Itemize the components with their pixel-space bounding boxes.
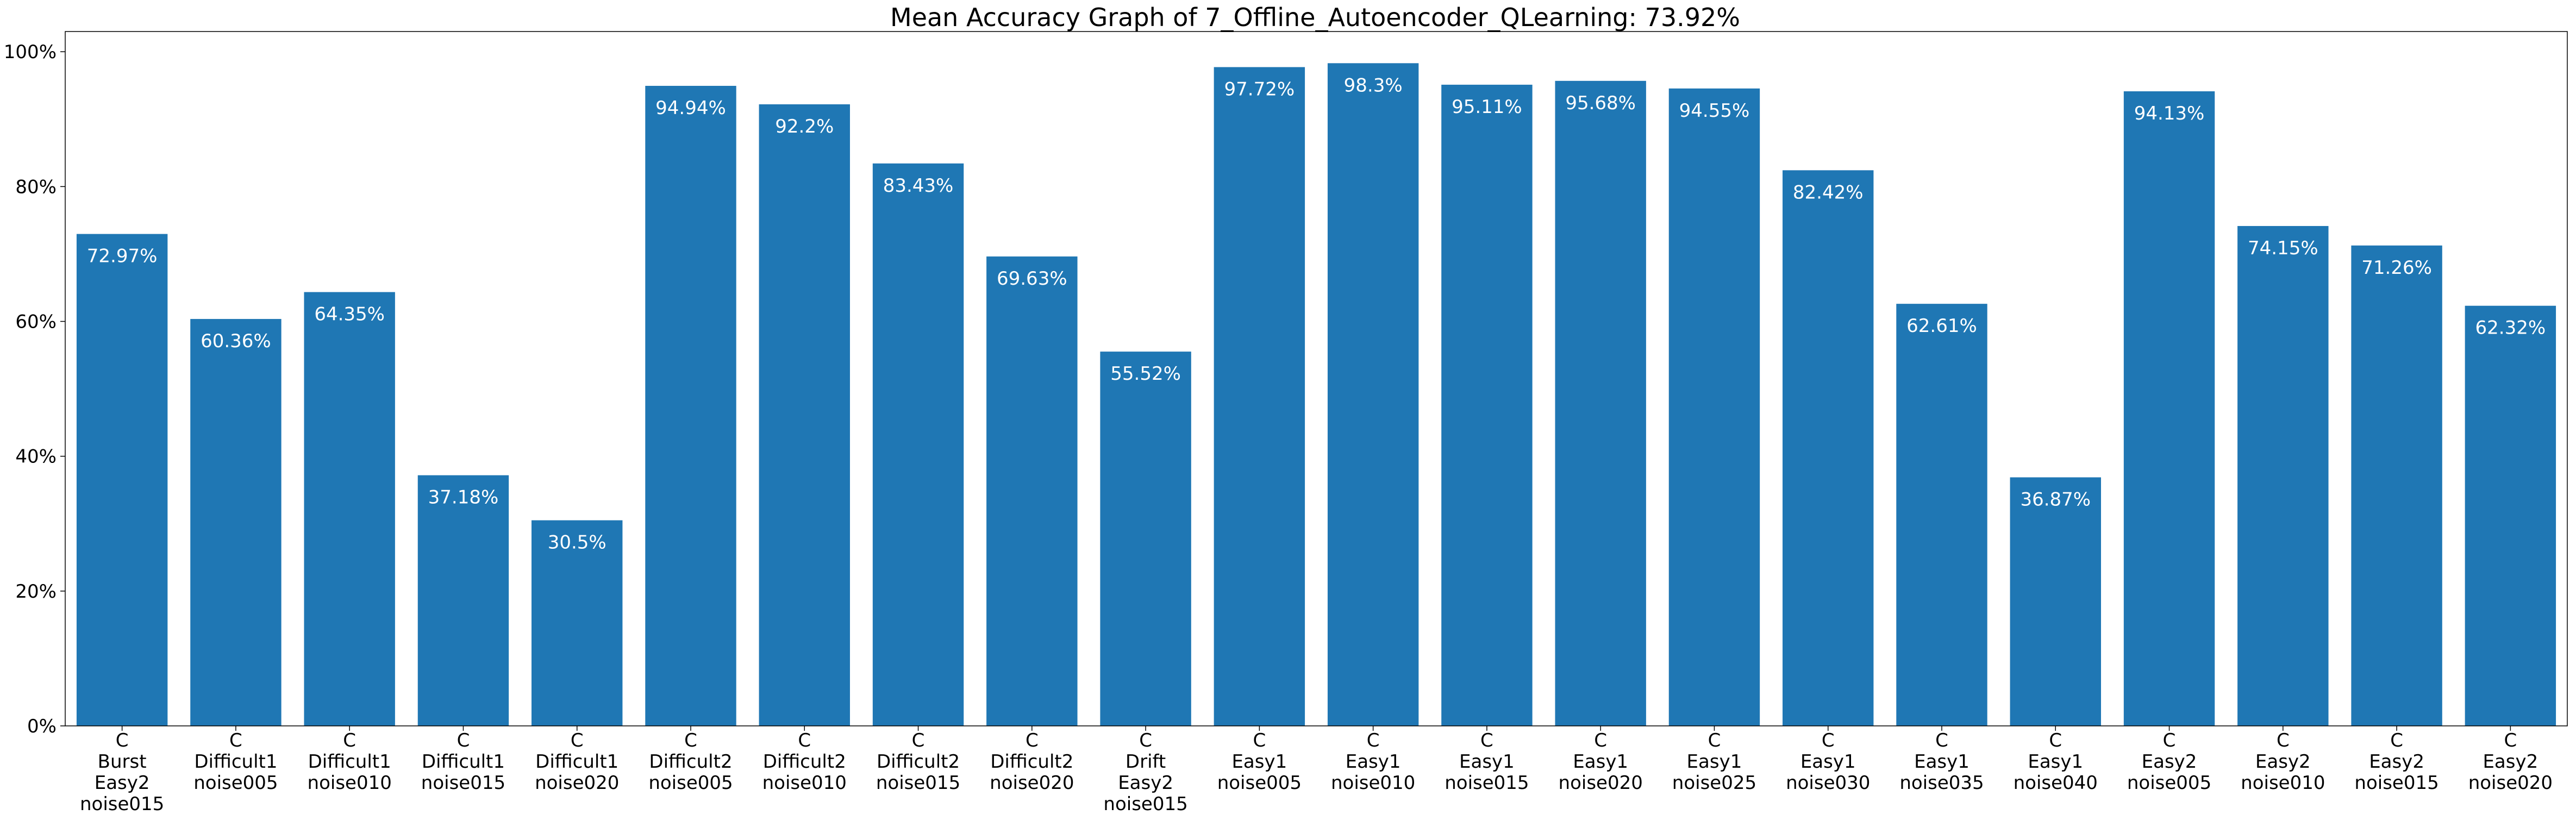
x-tick-label: C Easy1 noise035 — [1899, 730, 1984, 794]
data-label: 55.52% — [1110, 363, 1181, 385]
x-tick-label: C Easy2 noise005 — [2127, 730, 2211, 794]
bar — [1214, 67, 1305, 726]
data-label: 37.18% — [428, 487, 499, 509]
x-tick-label: C Difficult1 noise020 — [535, 730, 619, 794]
data-label: 97.72% — [1224, 79, 1295, 101]
x-tick-label: C Easy2 noise015 — [2354, 730, 2439, 794]
y-tick-label: 0% — [27, 716, 57, 737]
x-tick-label: C Difficult2 noise010 — [762, 730, 847, 794]
bar — [190, 319, 282, 726]
bar — [2465, 305, 2556, 726]
data-labels-layer: 72.97% 60.36% 64.35% 37.18% 30.5% 94.94% 92.2%… — [87, 74, 2546, 553]
x-tick-label: C Easy1 noise010 — [1331, 730, 1415, 794]
y-tick-label: 100% — [4, 41, 57, 63]
data-label: 95.11% — [1452, 96, 1522, 118]
data-label: 64.35% — [314, 304, 385, 325]
bar — [645, 86, 736, 726]
data-label: 98.3% — [1344, 74, 1403, 96]
bar — [872, 163, 964, 726]
x-tick-label: C Easy1 noise020 — [1559, 730, 1643, 794]
bars-layer — [76, 63, 2556, 726]
bar — [759, 104, 850, 726]
bar — [1441, 84, 1533, 726]
plot-frame — [65, 31, 2568, 726]
x-tick-label: C Easy1 noise040 — [2014, 730, 2098, 794]
data-label: 72.97% — [87, 246, 158, 267]
bar — [2123, 91, 2215, 726]
data-label: 71.26% — [2361, 257, 2432, 279]
bar — [1668, 88, 1760, 726]
x-tick-label: C Difficult2 noise005 — [648, 730, 733, 794]
y-tick-label: 60% — [15, 311, 57, 333]
x-tick-label: C Difficult2 noise015 — [876, 730, 960, 794]
data-label: 92.2% — [775, 116, 834, 137]
data-label: 94.13% — [2134, 103, 2205, 124]
bar — [2010, 477, 2101, 726]
bar — [1100, 352, 1191, 726]
bar — [1555, 80, 1646, 726]
bar — [532, 520, 623, 726]
y-tick-label: 40% — [15, 446, 57, 468]
x-tick-label: C Easy1 noise030 — [1786, 730, 1870, 794]
bar — [1896, 304, 1987, 726]
bar — [1783, 170, 1874, 726]
data-label: 83.43% — [883, 175, 954, 197]
data-label: 74.15% — [2248, 237, 2318, 259]
x-axis: C Burst Easy2 noise015 C Difficult1 noise005 C D… — [80, 726, 2553, 815]
y-tick-label: 20% — [15, 581, 57, 603]
bar — [304, 292, 395, 726]
data-label: 36.87% — [2020, 489, 2091, 511]
x-tick-label: C Difficult2 noise020 — [990, 730, 1074, 794]
data-label: 62.61% — [1906, 315, 1977, 337]
y-axis: 0% 20% 40% 60% 80% 100% — [4, 41, 65, 737]
bar — [986, 256, 1078, 726]
x-tick-label: C Easy1 noise015 — [1445, 730, 1529, 794]
data-label: 94.55% — [1679, 100, 1750, 122]
x-tick-label: C Difficult1 noise015 — [421, 730, 505, 794]
data-label: 60.36% — [201, 330, 271, 352]
y-tick-label: 80% — [15, 176, 57, 198]
x-tick-label: C Difficult1 noise010 — [308, 730, 392, 794]
bar — [76, 234, 168, 726]
x-tick-label: C Drift Easy2 noise015 — [1103, 730, 1187, 815]
bar — [1327, 63, 1419, 726]
data-label: 94.94% — [655, 97, 726, 119]
data-label: 30.5% — [548, 532, 607, 554]
x-tick-label: C Easy2 noise020 — [2468, 730, 2553, 794]
x-tick-label: C Easy1 noise005 — [1217, 730, 1302, 794]
data-label: 69.63% — [997, 268, 1067, 290]
bar — [417, 475, 509, 726]
x-tick-label: C Easy2 noise010 — [2241, 730, 2325, 794]
bar — [2237, 225, 2329, 726]
data-label: 82.42% — [1793, 181, 1864, 203]
chart-title: Mean Accuracy Graph of 7_Offline_Autoenc… — [890, 3, 1740, 32]
x-tick-label: C Burst Easy2 noise015 — [80, 730, 164, 815]
data-label: 95.68% — [1565, 92, 1636, 114]
data-label: 62.32% — [2475, 317, 2546, 339]
x-tick-label: C Difficult1 noise005 — [193, 730, 278, 794]
x-tick-label: C Easy1 noise025 — [1672, 730, 1756, 794]
bar — [2351, 245, 2442, 726]
